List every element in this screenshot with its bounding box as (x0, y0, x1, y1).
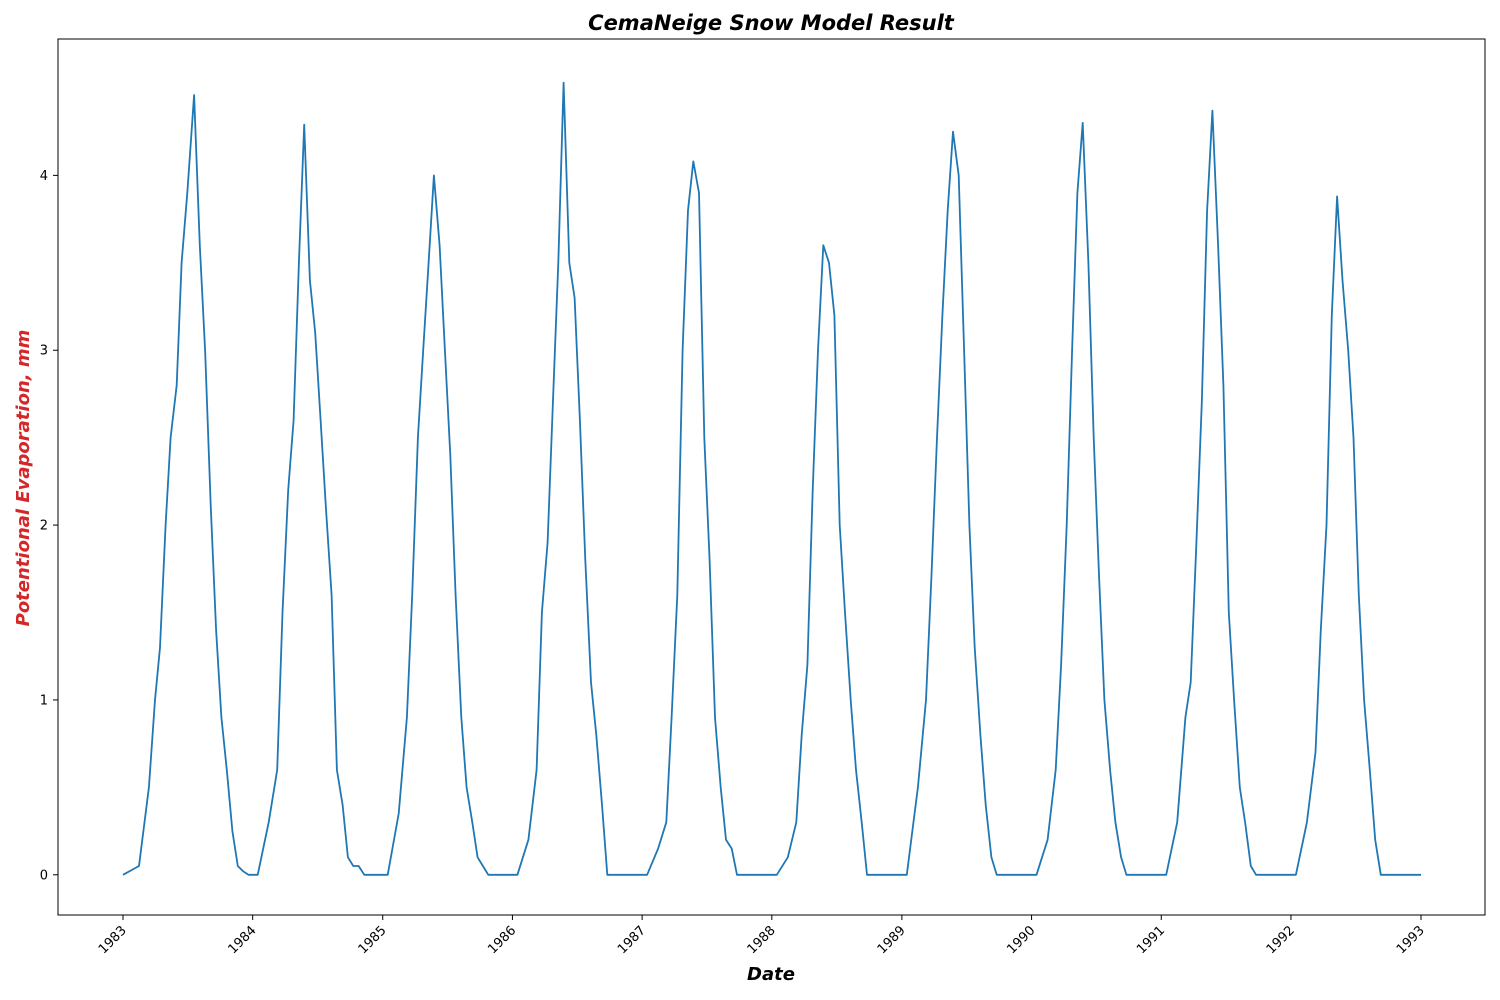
x-tick-label: 1991 (1134, 923, 1168, 957)
plot-area (122, 81, 1421, 876)
x-axis: 1983 1984 1985 1986 1987 1988 1989 1990 1991 1992… (96, 915, 1428, 957)
axes-frame (57, 38, 1486, 916)
y-axis: 0 1 2 3 4 (40, 169, 58, 883)
x-tick-label: 1987 (615, 923, 649, 957)
x-tick-label: 1988 (745, 923, 779, 957)
y-axis-label: Potentional Evaporation, mm (13, 330, 34, 627)
y-tick-label: 3 (40, 344, 48, 359)
x-axis-label: Date (747, 964, 795, 985)
x-tick-label: 1989 (875, 923, 909, 957)
x-tick-label: 1983 (96, 923, 130, 957)
x-tick-label: 1984 (226, 923, 260, 957)
y-tick-label: 2 (40, 519, 48, 534)
x-tick-label: 1993 (1394, 923, 1428, 957)
y-tick-label: 0 (40, 868, 48, 883)
chart-title: CemaNeige Snow Model Result (588, 11, 955, 35)
y-tick-label: 1 (40, 693, 48, 708)
x-tick-label: 1986 (485, 923, 519, 957)
x-tick-label: 1992 (1264, 923, 1298, 957)
x-tick-label: 1990 (1004, 923, 1038, 957)
y-tick-label: 4 (40, 169, 48, 184)
series-line (122, 81, 1421, 876)
x-tick-label: 1985 (356, 923, 390, 957)
